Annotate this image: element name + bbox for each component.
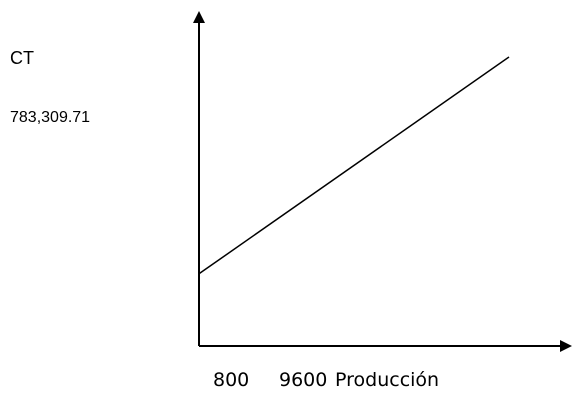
y-value-annotation: 783,309.71 [10,109,91,126]
x-tick-label: 800 [213,369,250,391]
x-tick-label: 9600 [279,369,328,391]
series-layer [198,56,510,275]
x-axis-label: Producción [335,369,440,391]
series-line [198,56,510,275]
y-axis-label: CT [10,48,34,68]
